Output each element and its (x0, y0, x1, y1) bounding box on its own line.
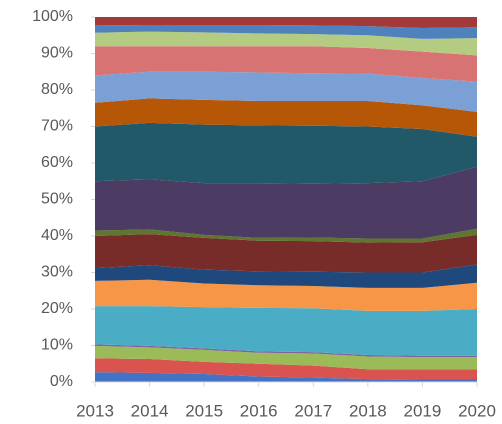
y-tick-label: 100% (32, 8, 73, 25)
x-tick-label: 2016 (240, 401, 278, 420)
area (95, 228, 477, 243)
x-tick-label: 2018 (349, 401, 387, 420)
area (95, 234, 477, 273)
y-tick-label: 50% (41, 191, 73, 208)
x-tick-label: 2015 (185, 401, 223, 420)
area (95, 71, 477, 112)
y-tick-label: 80% (41, 81, 73, 98)
y-tick-label: 60% (41, 154, 73, 171)
area (95, 372, 477, 382)
y-tick-label: 0% (50, 373, 73, 390)
area (95, 358, 477, 380)
x-tick-label: 2013 (76, 401, 114, 420)
area (95, 264, 477, 288)
y-tick-label: 10% (41, 337, 73, 354)
area (95, 166, 477, 239)
area (95, 17, 477, 28)
area (95, 306, 477, 356)
x-tick-label: 2019 (404, 401, 442, 420)
x-tick-label: 2020 (458, 401, 496, 420)
area (95, 98, 477, 137)
y-tick-label: 20% (41, 300, 73, 317)
x-tick-label: 2017 (294, 401, 332, 420)
y-tick-label: 40% (41, 227, 73, 244)
area (95, 122, 477, 184)
area (95, 31, 477, 56)
area (95, 345, 477, 370)
area (95, 279, 477, 311)
x-tick-label: 2014 (131, 401, 169, 420)
area (95, 25, 477, 39)
y-tick-label: 90% (41, 45, 73, 62)
area (95, 344, 477, 358)
area (95, 46, 477, 82)
y-tick-label: 30% (41, 264, 73, 281)
y-tick-label: 70% (41, 118, 73, 135)
